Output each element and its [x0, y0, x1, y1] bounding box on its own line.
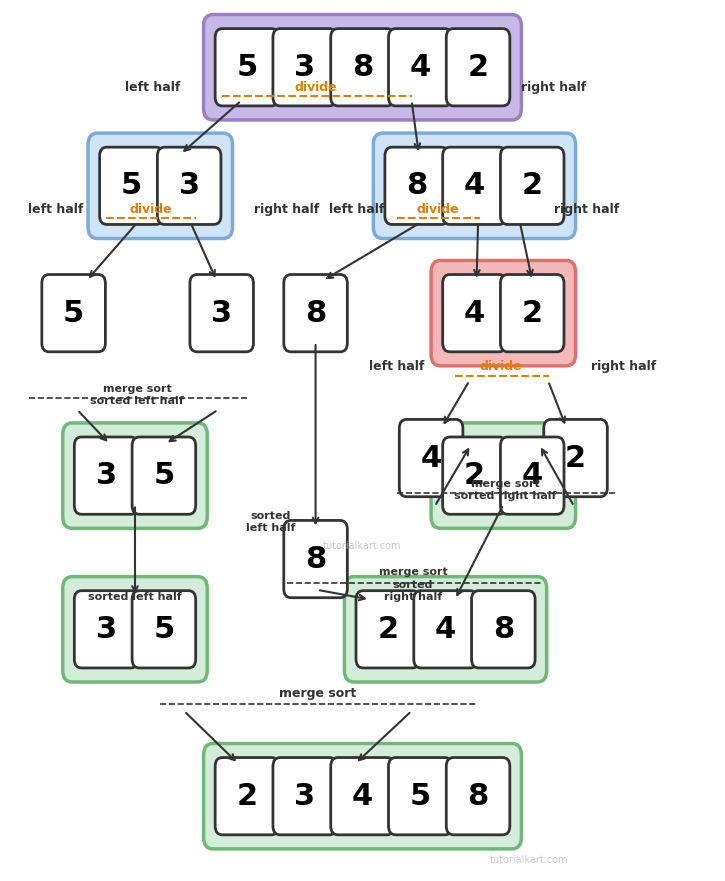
Text: right half: right half [384, 592, 442, 602]
Text: left half: left half [246, 523, 296, 533]
Text: 4: 4 [420, 443, 442, 472]
FancyBboxPatch shape [500, 437, 564, 515]
FancyBboxPatch shape [443, 147, 506, 225]
Text: sorted left half: sorted left half [91, 396, 184, 406]
Text: 8: 8 [352, 53, 373, 82]
Text: sorted: sorted [251, 511, 291, 521]
FancyBboxPatch shape [331, 28, 394, 106]
FancyBboxPatch shape [273, 758, 336, 835]
Text: divide: divide [294, 81, 337, 94]
Text: 2: 2 [522, 171, 543, 200]
FancyBboxPatch shape [399, 419, 463, 497]
FancyBboxPatch shape [447, 758, 510, 835]
Text: 2: 2 [236, 781, 257, 811]
Text: divide: divide [416, 203, 459, 216]
Text: 4: 4 [410, 53, 431, 82]
Text: right half: right half [592, 360, 657, 374]
Text: 5: 5 [121, 171, 142, 200]
Text: tutorialkart.com: tutorialkart.com [489, 855, 568, 865]
Text: 5: 5 [153, 461, 175, 490]
FancyBboxPatch shape [431, 261, 576, 366]
FancyBboxPatch shape [132, 590, 196, 668]
Text: 8: 8 [305, 299, 326, 328]
Text: 3: 3 [96, 461, 117, 490]
FancyBboxPatch shape [204, 744, 521, 849]
Text: merge sort: merge sort [103, 384, 172, 394]
FancyBboxPatch shape [75, 437, 138, 515]
FancyBboxPatch shape [63, 423, 207, 529]
FancyBboxPatch shape [443, 275, 506, 352]
FancyBboxPatch shape [500, 275, 564, 352]
FancyBboxPatch shape [389, 758, 452, 835]
Text: 8: 8 [493, 615, 514, 644]
Text: right half: right half [554, 203, 619, 216]
Text: 4: 4 [464, 299, 485, 328]
Text: tutorialkart.com: tutorialkart.com [323, 541, 402, 551]
FancyBboxPatch shape [431, 423, 576, 529]
FancyBboxPatch shape [414, 590, 477, 668]
FancyBboxPatch shape [389, 28, 452, 106]
Text: 5: 5 [236, 53, 257, 82]
FancyBboxPatch shape [215, 758, 278, 835]
FancyBboxPatch shape [283, 275, 347, 352]
FancyBboxPatch shape [273, 28, 336, 106]
FancyBboxPatch shape [356, 590, 420, 668]
FancyBboxPatch shape [544, 419, 608, 497]
Text: sorted: sorted [393, 580, 434, 589]
Text: 8: 8 [468, 781, 489, 811]
Text: 4: 4 [352, 781, 373, 811]
FancyBboxPatch shape [385, 147, 449, 225]
Text: 5: 5 [410, 781, 431, 811]
FancyBboxPatch shape [63, 577, 207, 682]
FancyBboxPatch shape [500, 147, 564, 225]
FancyBboxPatch shape [204, 15, 521, 120]
Text: left half: left half [370, 360, 425, 374]
FancyBboxPatch shape [447, 28, 510, 106]
Text: left half: left half [329, 203, 384, 216]
Text: 3: 3 [178, 171, 199, 200]
Text: 2: 2 [565, 443, 586, 472]
Text: merge sort: merge sort [378, 567, 447, 577]
FancyBboxPatch shape [190, 275, 254, 352]
FancyBboxPatch shape [443, 437, 506, 515]
Text: merge sort: merge sort [279, 687, 357, 700]
FancyBboxPatch shape [471, 590, 535, 668]
FancyBboxPatch shape [344, 577, 547, 682]
Text: 8: 8 [305, 544, 326, 574]
Text: 4: 4 [464, 171, 485, 200]
Text: 3: 3 [211, 299, 232, 328]
FancyBboxPatch shape [157, 147, 221, 225]
Text: divide: divide [130, 203, 173, 216]
Text: 5: 5 [63, 299, 84, 328]
Text: 3: 3 [96, 615, 117, 644]
Text: 2: 2 [464, 461, 485, 490]
Text: sorted left half: sorted left half [88, 592, 182, 602]
Text: right half: right half [254, 203, 319, 216]
FancyBboxPatch shape [215, 28, 278, 106]
Text: divide: divide [480, 360, 523, 374]
Text: merge sort: merge sort [471, 478, 540, 489]
FancyBboxPatch shape [88, 133, 233, 239]
Text: left half: left half [125, 81, 181, 94]
Text: 3: 3 [294, 53, 315, 82]
FancyBboxPatch shape [373, 133, 576, 239]
Text: 2: 2 [377, 615, 398, 644]
Text: 8: 8 [406, 171, 427, 200]
Text: left half: left half [28, 203, 83, 216]
FancyBboxPatch shape [331, 758, 394, 835]
FancyBboxPatch shape [283, 521, 347, 597]
Text: 2: 2 [468, 53, 489, 82]
FancyBboxPatch shape [99, 147, 163, 225]
Text: 4: 4 [521, 461, 543, 490]
Text: 5: 5 [153, 615, 175, 644]
Text: right half: right half [521, 81, 587, 94]
Text: 3: 3 [294, 781, 315, 811]
Text: sorted right half: sorted right half [455, 491, 557, 500]
Text: 4: 4 [435, 615, 456, 644]
Text: 2: 2 [522, 299, 543, 328]
FancyBboxPatch shape [42, 275, 105, 352]
FancyBboxPatch shape [75, 590, 138, 668]
FancyBboxPatch shape [132, 437, 196, 515]
